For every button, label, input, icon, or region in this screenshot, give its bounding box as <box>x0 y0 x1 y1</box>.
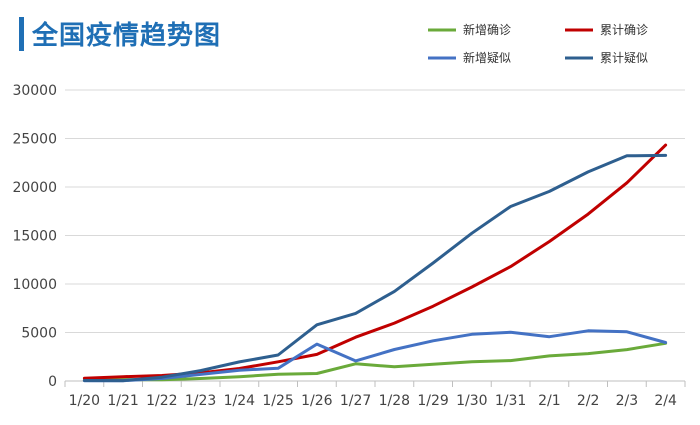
x-tick-label: 1/20 <box>69 393 100 409</box>
x-tick-label: 1/29 <box>417 393 448 409</box>
x-tick-label: 1/24 <box>224 393 256 409</box>
x-tick-label: 1/31 <box>495 393 526 409</box>
x-tick-label: 1/30 <box>456 393 487 409</box>
legend-label: 新增疑似 <box>463 50 511 65</box>
x-tick-label: 2/4 <box>654 393 677 409</box>
y-tick-label: 30000 <box>12 83 57 99</box>
x-tick-label: 2/3 <box>616 393 639 409</box>
legend-label: 新增确诊 <box>463 22 511 37</box>
x-tick-label: 1/23 <box>185 393 216 409</box>
x-tick-label: 1/22 <box>146 393 177 409</box>
legend-label: 累计确诊 <box>600 23 648 37</box>
series-line-1 <box>82 341 668 382</box>
series-line-4 <box>82 153 668 383</box>
x-tick-label: 1/28 <box>379 393 410 409</box>
page-title: 全国疫情趋势图 <box>32 21 222 51</box>
x-tick-label: 1/26 <box>301 393 333 409</box>
x-tick-label: 2/1 <box>538 393 561 409</box>
series-line-3 <box>82 329 668 383</box>
y-tick-label: 0 <box>48 374 57 390</box>
y-tick-label: 5000 <box>21 326 57 342</box>
x-tick-label: 1/27 <box>340 393 371 409</box>
y-tick-label: 10000 <box>12 277 57 293</box>
y-tick-label: 20000 <box>12 180 57 196</box>
x-tick-label: 1/21 <box>107 393 138 409</box>
series-line-2 <box>82 143 668 380</box>
y-tick-label: 15000 <box>12 229 57 245</box>
legend-label: 累计疑似 <box>600 50 648 65</box>
x-tick-label: 1/25 <box>262 393 293 409</box>
title-accent-bar <box>19 17 24 51</box>
x-tick-label: 2/2 <box>577 393 600 409</box>
y-tick-label: 25000 <box>12 132 57 148</box>
